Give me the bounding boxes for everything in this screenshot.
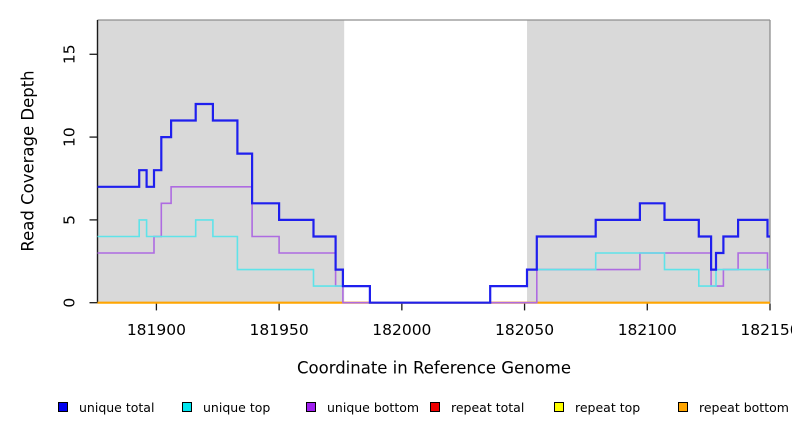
legend-label: repeat bottom xyxy=(699,399,789,415)
y-tick-label: 0 xyxy=(61,298,79,308)
x-tick-label: 181950 xyxy=(250,321,309,339)
legend: unique total unique top unique bottom repea… xyxy=(0,399,792,417)
legend-item-unique-top: unique top xyxy=(182,399,270,415)
legend-label: unique bottom xyxy=(327,399,420,415)
legend-label: unique total xyxy=(79,399,155,415)
x-tick-label: 182050 xyxy=(495,321,554,339)
shaded-region xyxy=(97,20,345,303)
legend-item-repeat-top: repeat top xyxy=(554,399,640,415)
legend-swatch-repeat-top xyxy=(554,402,564,412)
y-axis-title: Read Coverage Depth xyxy=(19,70,38,251)
legend-label: repeat total xyxy=(451,399,525,415)
legend-swatch-unique-bottom xyxy=(306,402,316,412)
y-tick-label: 5 xyxy=(61,215,79,225)
legend-label: repeat top xyxy=(575,399,641,415)
shaded-region xyxy=(527,20,770,303)
legend-swatch-repeat-bottom xyxy=(678,402,688,412)
series-line-unique-total xyxy=(97,102,770,304)
legend-swatch-unique-total xyxy=(58,402,68,412)
legend-item-repeat-bottom: repeat bottom xyxy=(678,399,789,415)
legend-item-repeat-total: repeat total xyxy=(430,399,524,415)
legend-swatch-unique-top xyxy=(182,402,192,412)
x-tick-label: 181900 xyxy=(127,321,186,339)
legend-item-unique-bottom: unique bottom xyxy=(306,399,419,415)
y-tick-label: 15 xyxy=(61,44,79,64)
x-axis-title: Coordinate in Reference Genome xyxy=(297,359,571,378)
legend-item-unique-total: unique total xyxy=(58,399,154,415)
legend-label: unique top xyxy=(203,399,271,415)
x-tick-label: 182000 xyxy=(372,321,431,339)
x-tick-label: 182100 xyxy=(618,321,677,339)
y-tick-label: 10 xyxy=(61,127,79,147)
legend-swatch-repeat-total xyxy=(430,402,440,412)
